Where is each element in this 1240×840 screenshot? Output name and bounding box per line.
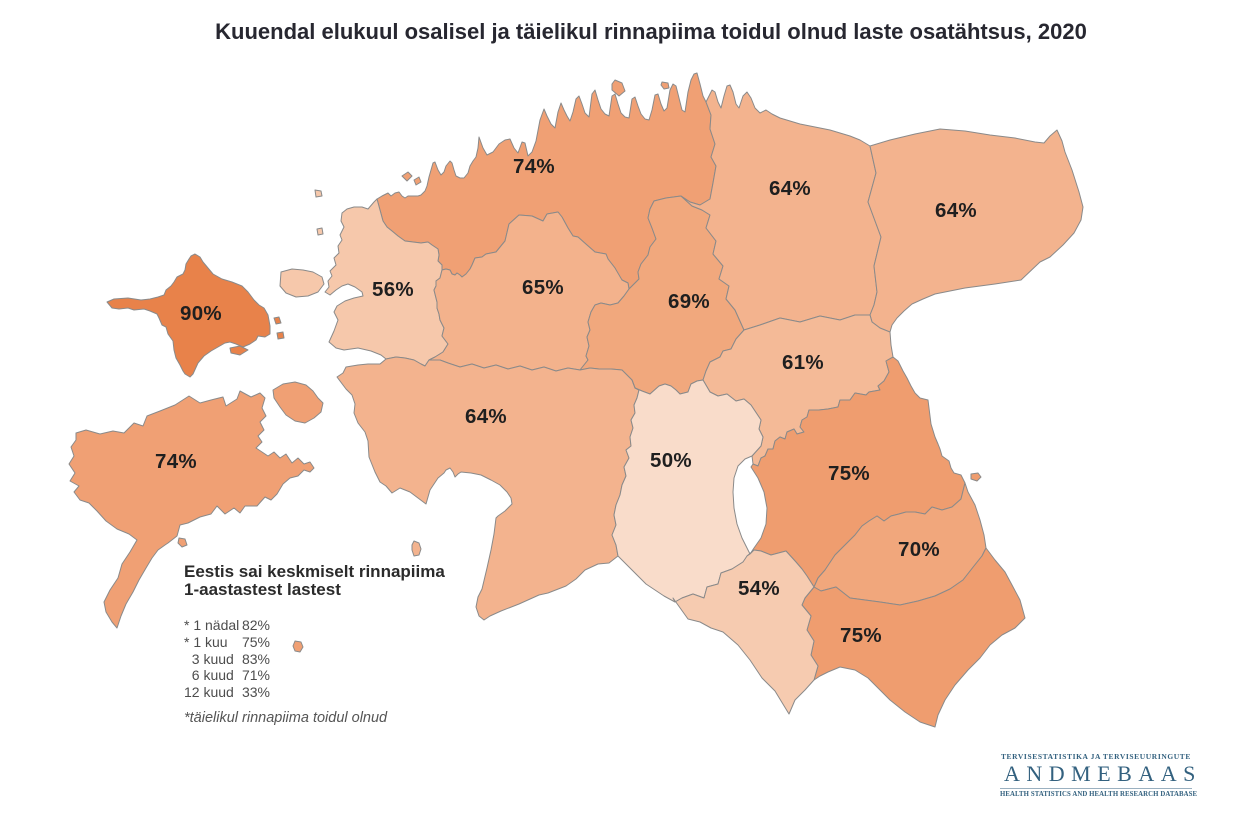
svg-text:75%: 75% [840,624,882,647]
svg-text:69%: 69% [668,290,710,313]
svg-text:65%: 65% [522,276,564,299]
svg-text:75%: 75% [828,462,870,485]
svg-text:70%: 70% [898,538,940,561]
svg-text:64%: 64% [769,177,811,200]
svg-text:74%: 74% [513,155,555,178]
svg-text:74%: 74% [155,450,197,473]
svg-text:61%: 61% [782,351,824,374]
svg-text:50%: 50% [650,449,692,472]
svg-text:64%: 64% [465,405,507,428]
svg-text:90%: 90% [180,302,222,325]
svg-text:54%: 54% [738,577,780,600]
svg-text:64%: 64% [935,199,977,222]
svg-text:56%: 56% [372,278,414,301]
